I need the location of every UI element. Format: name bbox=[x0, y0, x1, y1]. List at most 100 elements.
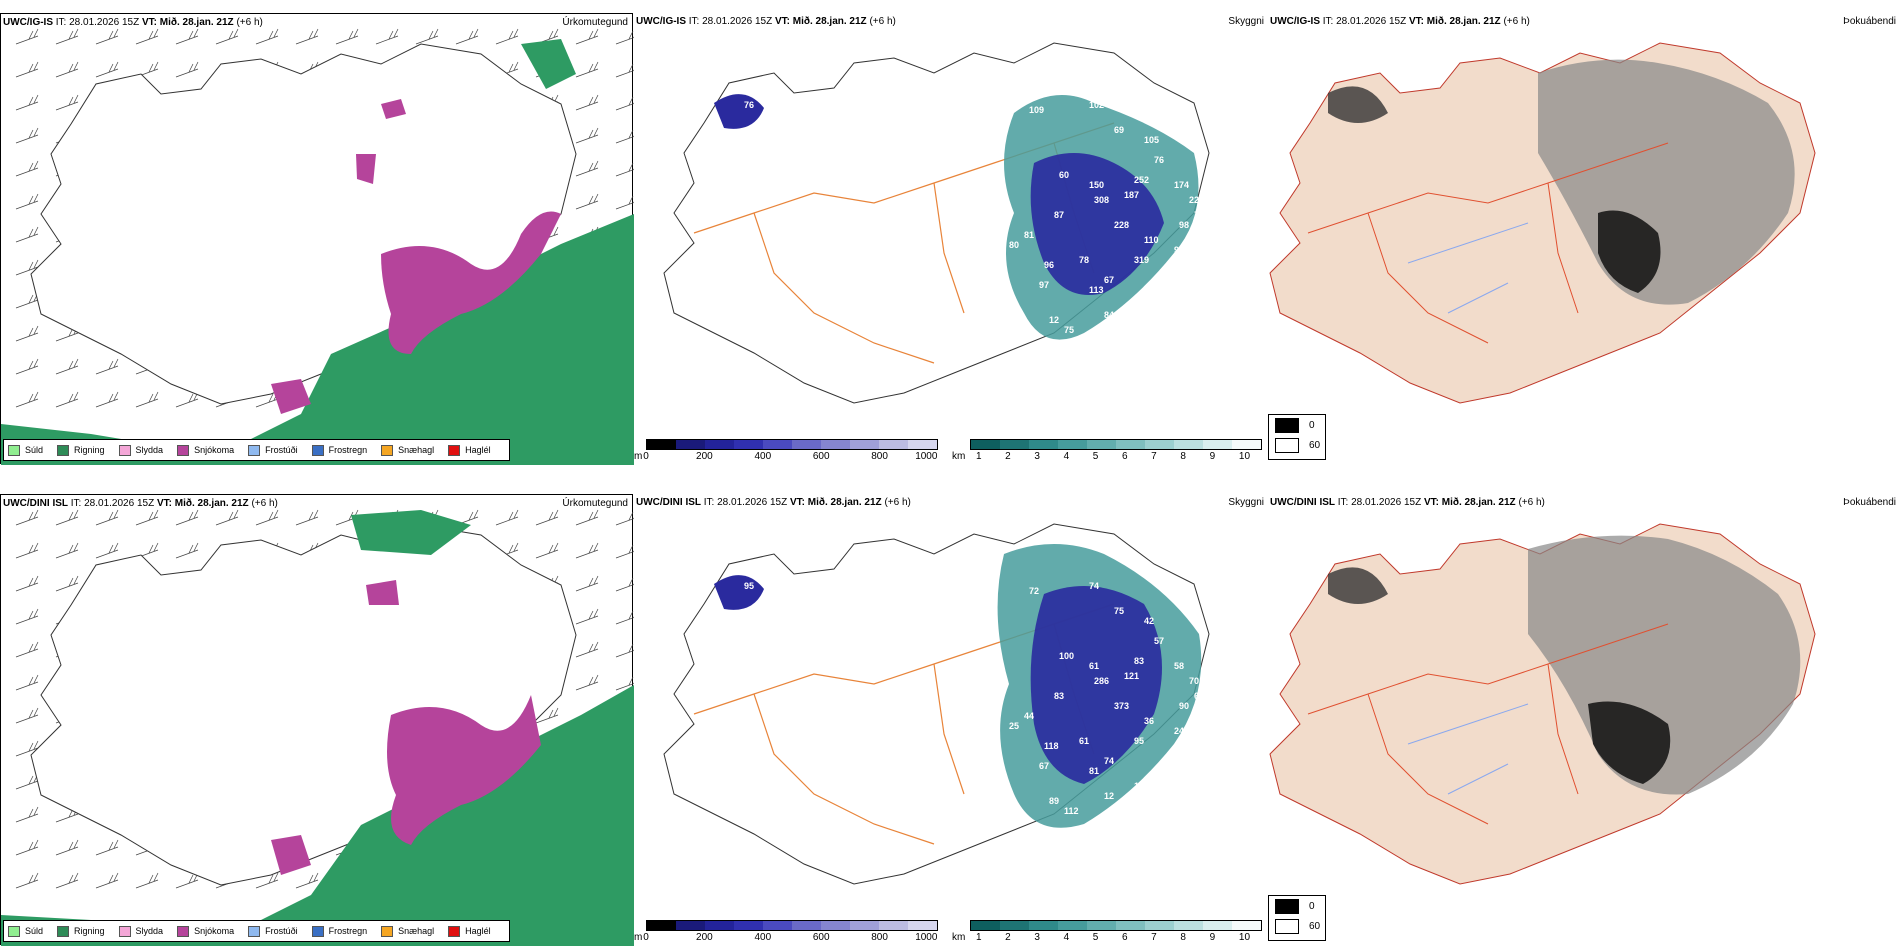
wind-barb-icon bbox=[175, 872, 199, 889]
cloud-base-label: 75 bbox=[1114, 606, 1124, 616]
roads-red bbox=[1307, 142, 1669, 344]
fog-panel-top: UWC/IG-IS IT: 28.01.2026 15Z VT: Mið. 28… bbox=[1268, 13, 1900, 464]
wind-barb-icon bbox=[55, 28, 79, 45]
legend-item: Rigning bbox=[57, 925, 105, 937]
road-network bbox=[693, 603, 1115, 845]
fog-map-top bbox=[1269, 42, 1816, 404]
cloud-base-label: 113 bbox=[1089, 285, 1104, 295]
cloud-base-label: 109 bbox=[774, 621, 789, 631]
vis-scale-cells bbox=[970, 439, 1262, 450]
wind-barb-icon bbox=[175, 542, 199, 559]
cloud-base-label: 36 bbox=[1144, 716, 1154, 726]
wind-barb-icon bbox=[215, 28, 239, 45]
cloud-base-label: 75 bbox=[1064, 325, 1074, 335]
cloud-base-label: 60 bbox=[1059, 170, 1069, 180]
fog-swatch-icon bbox=[1275, 898, 1299, 914]
cloud-base-label: 105 bbox=[1144, 135, 1159, 145]
header-cloud-top: UWC/IG-IS IT: 28.01.2026 15Z VT: Mið. 28… bbox=[636, 16, 896, 27]
cloud-base-label: 78 bbox=[1079, 255, 1089, 265]
wind-barb-icon bbox=[15, 872, 39, 889]
cloud-scale-ticks: 0 200 400 600 800 1000 bbox=[643, 451, 938, 462]
legend-swatch-icon bbox=[381, 925, 394, 937]
wind-barb-icon bbox=[15, 641, 39, 658]
cloud-title-bottom: Skyggni bbox=[1228, 497, 1264, 508]
wind-barb-icon bbox=[15, 707, 39, 724]
precip-legend-bottom: Súld Rigning Slydda Snjókoma Frostúði Fr… bbox=[3, 920, 510, 942]
cloud-base-label: 58 bbox=[1174, 661, 1184, 671]
cloud-base-label: 67 bbox=[1104, 275, 1114, 285]
precip-title-bottom: Úrkomutegund bbox=[562, 498, 628, 509]
cloud-base-label: 89 bbox=[1049, 796, 1059, 806]
legend-item: Snæhagl bbox=[381, 925, 434, 937]
cloud-base-label: 42 bbox=[1144, 616, 1154, 626]
wind-barb-icon bbox=[15, 509, 39, 526]
wind-barb-icon bbox=[55, 61, 79, 78]
cloud-base-label: 70 bbox=[1189, 676, 1199, 686]
header-fog-top: UWC/IG-IS IT: 28.01.2026 15Z VT: Mið. 28… bbox=[1270, 16, 1530, 27]
cloud-base-label: 308 bbox=[1094, 195, 1109, 205]
wind-barb-icon bbox=[495, 28, 519, 45]
wind-barb-icon bbox=[575, 28, 599, 45]
cloud-base-label: 81 bbox=[1024, 230, 1034, 240]
cloud-base-label: 83 bbox=[1054, 691, 1064, 701]
cloud-base-label: 102 bbox=[1089, 100, 1104, 110]
wind-barb-icon bbox=[335, 28, 359, 45]
wind-barb-icon bbox=[575, 608, 599, 625]
wind-barb-icon bbox=[615, 610, 634, 625]
legend-item: Frostúði bbox=[248, 925, 298, 937]
wind-barb-icon bbox=[575, 193, 599, 210]
wind-barb-icon bbox=[295, 28, 319, 45]
precip-map-top bbox=[1, 28, 634, 465]
legend-item: Frostúði bbox=[248, 444, 298, 456]
fog-panel-bottom: UWC/DINI ISL IT: 28.01.2026 15Z VT: Mið.… bbox=[1268, 494, 1900, 945]
fog-dark-area bbox=[1588, 701, 1671, 784]
legend-item: Snjókoma bbox=[177, 444, 234, 456]
wind-barb-icon bbox=[135, 391, 159, 408]
wind-barb-icon bbox=[15, 292, 39, 309]
header-precip-top: UWC/IG-IS IT: 28.01.2026 15Z VT: Mið. 28… bbox=[3, 17, 263, 28]
wind-barb-icon bbox=[95, 28, 119, 45]
cloud-base-label: 100 bbox=[1059, 651, 1074, 661]
fog-legend-row: 0 bbox=[1269, 896, 1325, 916]
wind-barb-icon bbox=[415, 28, 439, 45]
wind-barb-icon bbox=[615, 511, 634, 526]
legend-item: Frostregn bbox=[311, 925, 367, 937]
legend-item: Haglél bbox=[448, 444, 491, 456]
snow-area bbox=[387, 695, 541, 845]
legend-item: Súld bbox=[8, 444, 43, 456]
snow-small-1 bbox=[366, 580, 399, 605]
wind-barb-icon bbox=[575, 542, 599, 559]
wind-barb-icon bbox=[295, 509, 319, 526]
legend-item: Snjókoma bbox=[177, 925, 234, 937]
fog-map-bottom bbox=[1269, 523, 1816, 885]
cloud-base-label: 99 bbox=[1164, 761, 1174, 771]
header-fog-bottom: UWC/DINI ISL IT: 28.01.2026 15Z VT: Mið.… bbox=[1270, 497, 1545, 508]
wind-barb-icon bbox=[135, 28, 159, 45]
wind-barb-icon bbox=[615, 676, 634, 691]
cloud-base-label: 72 bbox=[729, 85, 739, 95]
wind-barb-icon bbox=[15, 61, 39, 78]
wind-barb-icon bbox=[15, 160, 39, 177]
vis-scale-ticks: 1 2 3 4 5 6 7 8 9 10 bbox=[975, 932, 1251, 943]
wind-barb-icon bbox=[175, 61, 199, 78]
wind-barb-icon bbox=[15, 259, 39, 276]
cloud-base-label: 34 bbox=[759, 395, 769, 405]
snow-small-3 bbox=[271, 379, 311, 414]
cloud-base-label: 98 bbox=[964, 175, 974, 185]
road-network bbox=[693, 122, 1115, 364]
cloud-base-label: 97 bbox=[1174, 245, 1184, 255]
cloud-base-area bbox=[1030, 586, 1162, 784]
vis-scale-ticks: 1 2 3 4 5 6 7 8 9 10 bbox=[975, 451, 1251, 462]
wind-barb-icon bbox=[15, 193, 39, 210]
wind-barb-icon bbox=[575, 127, 599, 144]
wind-barb-icon bbox=[255, 509, 279, 526]
wind-barb-icon bbox=[95, 358, 119, 375]
cloud-base-label: 97 bbox=[1039, 280, 1049, 290]
legend-item: Frostregn bbox=[311, 444, 367, 456]
legend-swatch-icon bbox=[177, 444, 190, 456]
wind-barb-icon bbox=[95, 391, 119, 408]
wind-barb-icon bbox=[95, 61, 119, 78]
cloud-base-label: 76 bbox=[744, 100, 754, 110]
